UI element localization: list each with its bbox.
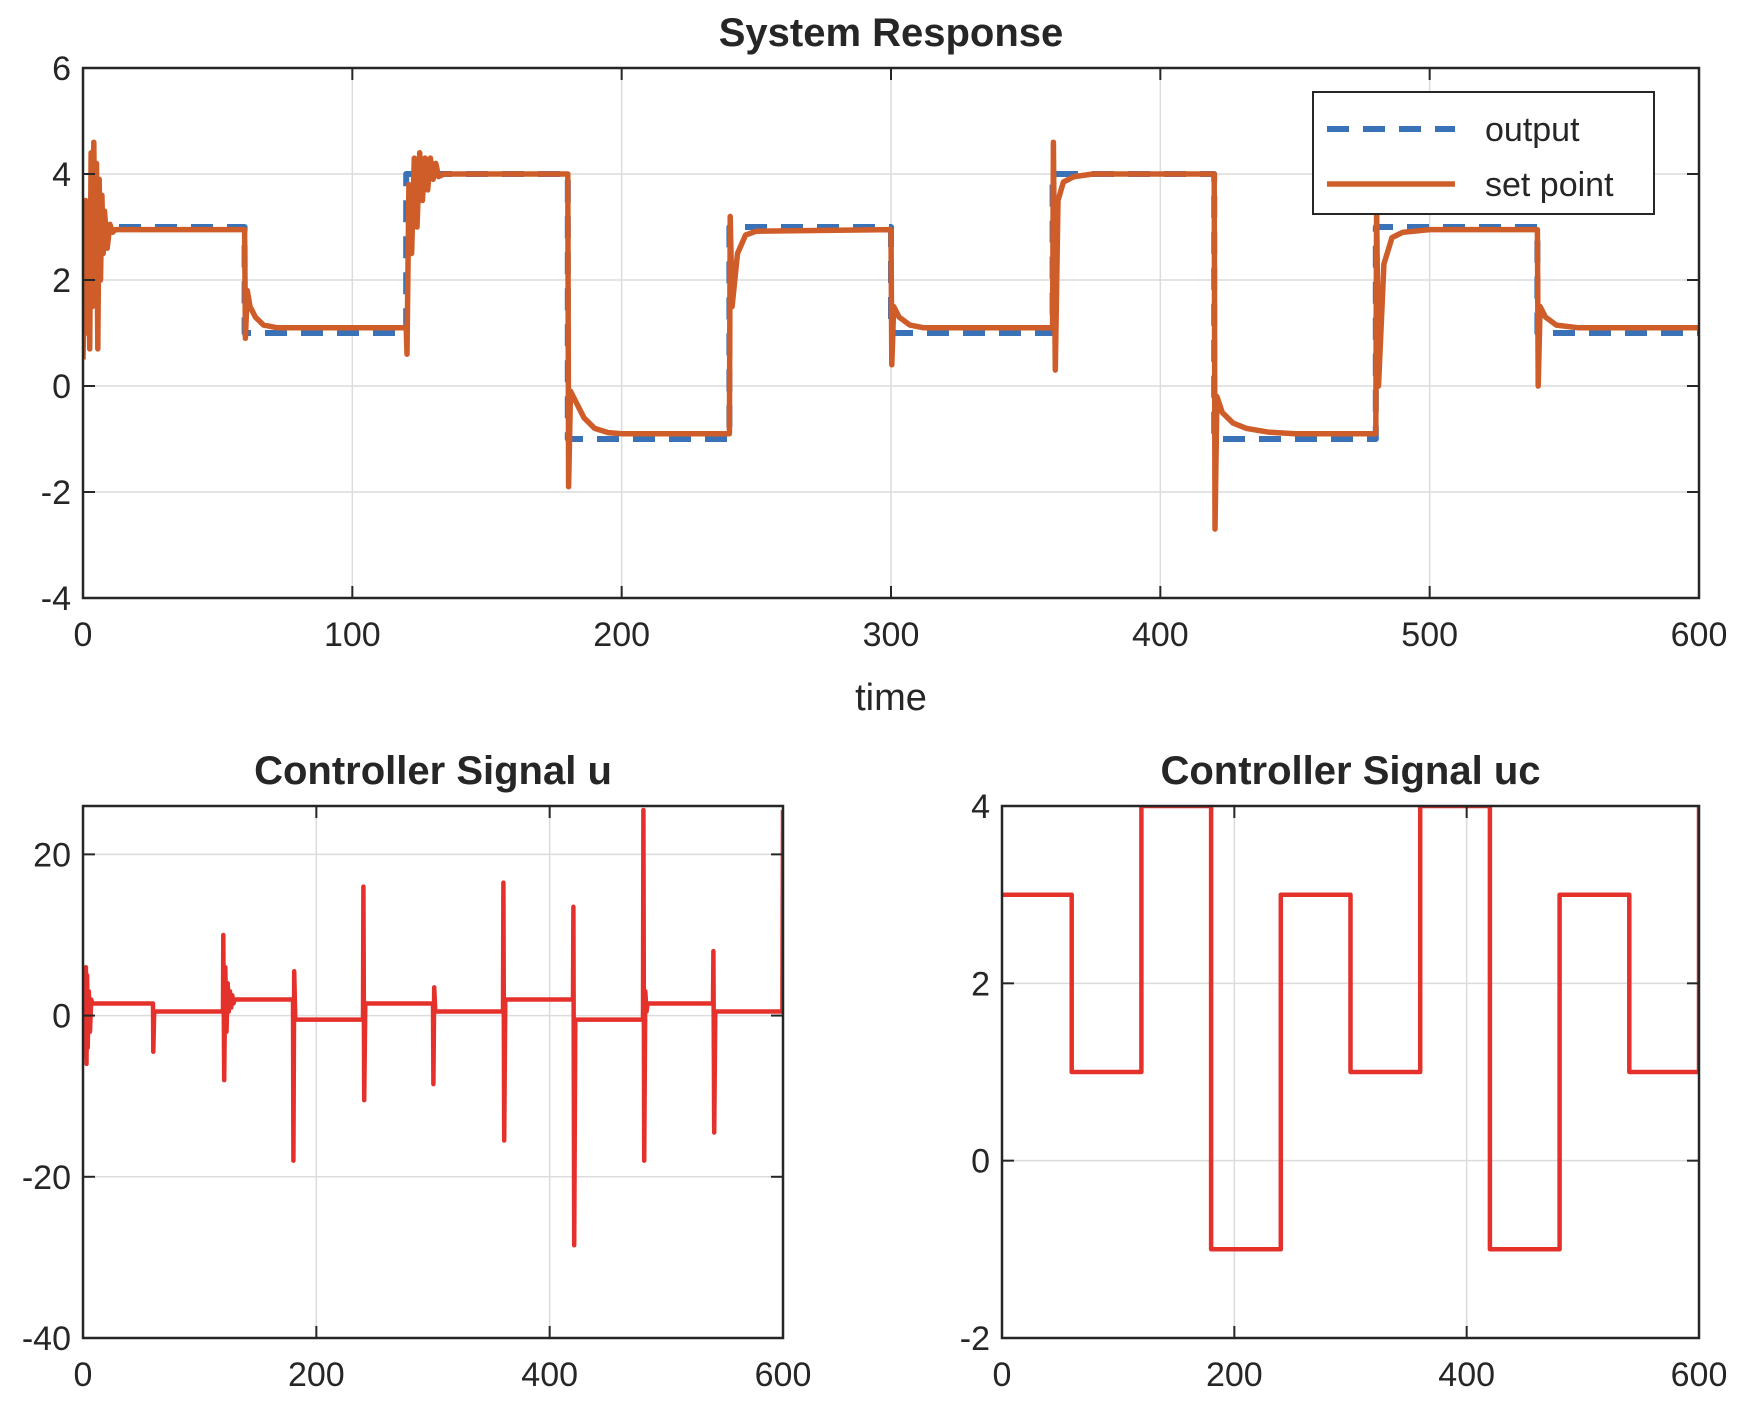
system-response-y-tick-label: -2 (41, 474, 71, 512)
system-response-panel: System Response time 0 100 200 300 400 500 600… (41, 11, 1728, 719)
controller-uc-title: Controller Signal uc (1160, 749, 1540, 793)
controller-u-y-tick-label: 20 (33, 836, 71, 874)
system-response-y-tick-label: -4 (41, 580, 71, 618)
controller-u-x-tick-label: 600 (755, 1356, 812, 1394)
system-response-x-tick-label: 500 (1401, 616, 1458, 654)
controller-u-x-tick-label: 0 (74, 1356, 93, 1394)
controller-uc-x-tick-label: 0 (993, 1356, 1012, 1394)
system-response-x-tick-label: 300 (863, 616, 920, 654)
system-response-xlabel: time (855, 677, 927, 719)
controller-u-y-tick-label: -20 (22, 1159, 71, 1197)
legend-label-output: output (1485, 111, 1580, 149)
controller-uc-y-tick-label: 0 (971, 1143, 990, 1181)
system-response-title: System Response (719, 11, 1064, 55)
controller-u-series-line (83, 810, 783, 1245)
controller-u-y-tick-label: 0 (52, 998, 71, 1036)
system-response-x-tick-label: 400 (1132, 616, 1189, 654)
controller-uc-y-tick-label: 4 (971, 788, 990, 826)
controller-u-y-tick-label: -40 (22, 1320, 71, 1358)
system-response-y-tick-label: 6 (52, 50, 71, 88)
controller-uc-x-tick-label: 400 (1438, 1356, 1495, 1394)
controller-uc-y-tick-label: 2 (971, 965, 990, 1003)
controller-u-panel: Controller Signal u 0 200 400 600 -40 -20 0 20 (22, 749, 812, 1394)
controller-u-x-tick-label: 400 (521, 1356, 578, 1394)
system-response-legend: output set point (1313, 92, 1654, 214)
controller-uc-series-line (1002, 806, 1699, 1249)
system-response-x-tick-label: 0 (74, 616, 93, 654)
controller-u-x-tick-label: 200 (288, 1356, 345, 1394)
controller-uc-x-tick-label: 600 (1671, 1356, 1728, 1394)
controller-u-lines (83, 810, 783, 1245)
system-response-y-tick-label: 0 (52, 368, 71, 406)
controller-uc-lines (1002, 806, 1699, 1249)
system-response-x-tick-label: 200 (593, 616, 650, 654)
controller-uc-x-tick-label: 200 (1206, 1356, 1263, 1394)
legend-label-set-point: set point (1485, 166, 1614, 204)
system-response-y-tick-label: 2 (52, 262, 71, 300)
controller-u-title: Controller Signal u (254, 749, 612, 793)
system-response-x-tick-label: 600 (1671, 616, 1728, 654)
system-response-x-tick-label: 100 (324, 616, 381, 654)
system-response-y-tick-label: 4 (52, 156, 71, 194)
controller-uc-y-tick-label: -2 (960, 1320, 990, 1358)
